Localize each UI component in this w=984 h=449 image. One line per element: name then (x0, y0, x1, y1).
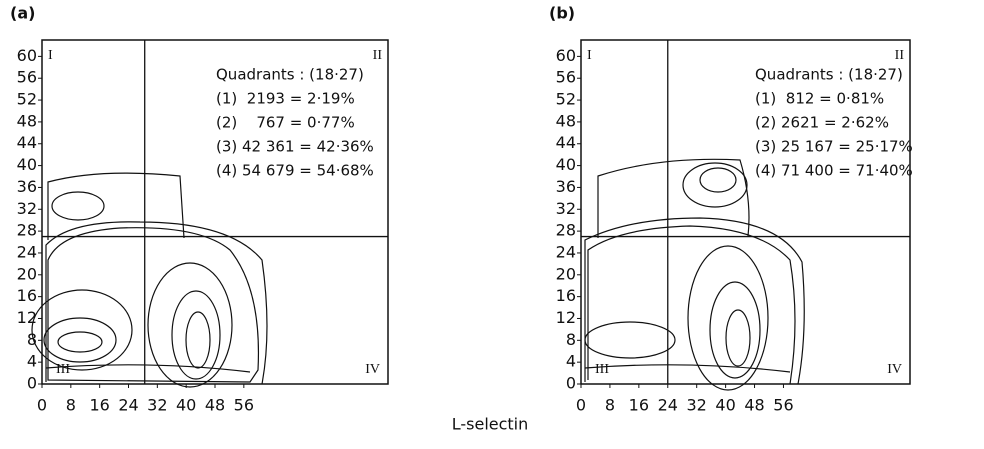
y-tick-label: 16 (17, 286, 37, 305)
x-axis-label: L-selectin (452, 415, 529, 434)
y-tick-label: 4 (27, 352, 37, 371)
x-tick-label: 16 (89, 396, 109, 415)
quadrant-annotation: (4) 54 679 = 54·68% (216, 162, 374, 180)
y-tick-label: 40 (556, 155, 576, 174)
x-tick-label: 56 (773, 396, 793, 415)
x-tick-label: 8 (66, 396, 76, 415)
y-tick-label: 52 (556, 90, 576, 109)
y-tick-label: 8 (566, 330, 576, 349)
y-tick-label: 0 (27, 374, 37, 393)
x-tick-label: 24 (658, 396, 678, 415)
quadrant-annotation: (2) 2621 = 2·62% (755, 114, 889, 132)
x-tick-label: 32 (147, 396, 167, 415)
y-tick-label: 32 (556, 199, 576, 218)
x-tick-label: 56 (234, 396, 254, 415)
y-tick-label: 36 (556, 177, 576, 196)
y-tick-label: 44 (556, 133, 576, 152)
y-tick-label: 20 (17, 264, 37, 283)
y-tick-label: 48 (556, 111, 576, 130)
y-tick-label: 20 (556, 264, 576, 283)
y-tick-label: 56 (556, 68, 576, 87)
quadrant-annotation: (3) 42 361 = 42·36% (216, 138, 374, 156)
quadrant-label: II (373, 48, 383, 63)
y-tick-label: 12 (556, 308, 576, 327)
y-tick-label: 0 (566, 374, 576, 393)
y-tick-label: 4 (566, 352, 576, 371)
y-tick-label: 56 (17, 68, 37, 87)
x-tick-label: 0 (576, 396, 586, 415)
x-tick-label: 40 (715, 396, 735, 415)
y-tick-label: 60 (17, 46, 37, 65)
quadrant-label: III (595, 362, 609, 377)
panel-label: (a) (10, 4, 35, 23)
quadrant-label: I (48, 48, 53, 63)
y-tick-label: 44 (17, 133, 37, 152)
quadrant-label: IV (887, 362, 902, 377)
x-tick-label: 48 (205, 396, 225, 415)
contours-b (584, 158, 805, 391)
contours-a (31, 172, 268, 388)
x-tick-label: 8 (605, 396, 615, 415)
y-tick-label: 48 (17, 111, 37, 130)
quadrant-label: III (56, 362, 70, 377)
y-tick-label: 8 (27, 330, 37, 349)
quadrant-label: IV (365, 362, 380, 377)
y-tick-label: 32 (17, 199, 37, 218)
y-tick-label: 36 (17, 177, 37, 196)
y-tick-label: 60 (556, 46, 576, 65)
quadrant-annotation: Quadrants : (18·27) (755, 66, 903, 84)
y-tick-label: 28 (17, 221, 37, 240)
quadrant-annotation: (4) 71 400 = 71·40% (755, 162, 913, 180)
x-tick-label: 24 (118, 396, 138, 415)
quadrant-annotation: (1) 812 = 0·81% (755, 90, 884, 108)
y-tick-label: 16 (556, 286, 576, 305)
x-tick-label: 40 (176, 396, 196, 415)
y-tick-label: 24 (556, 242, 576, 261)
quadrant-annotation: (2) 767 = 0·77% (216, 114, 355, 132)
plot-frame (580, 39, 911, 385)
quadrant-annotation: (1) 2193 = 2·19% (216, 90, 355, 108)
y-tick-label: 52 (17, 90, 37, 109)
quadrant-label: I (587, 48, 592, 63)
y-tick-label: 12 (17, 308, 37, 327)
x-tick-label: 48 (744, 396, 764, 415)
y-tick-label: 24 (17, 242, 37, 261)
quadrant-annotation: (3) 25 167 = 25·17% (755, 138, 913, 156)
quadrant-label: II (895, 48, 905, 63)
quadrant-annotation: Quadrants : (18·27) (216, 66, 364, 84)
x-tick-label: 32 (687, 396, 707, 415)
panel-label: (b) (549, 4, 575, 23)
x-tick-label: 16 (629, 396, 649, 415)
y-tick-label: 40 (17, 155, 37, 174)
x-tick-label: 0 (37, 396, 47, 415)
y-tick-label: 28 (556, 221, 576, 240)
